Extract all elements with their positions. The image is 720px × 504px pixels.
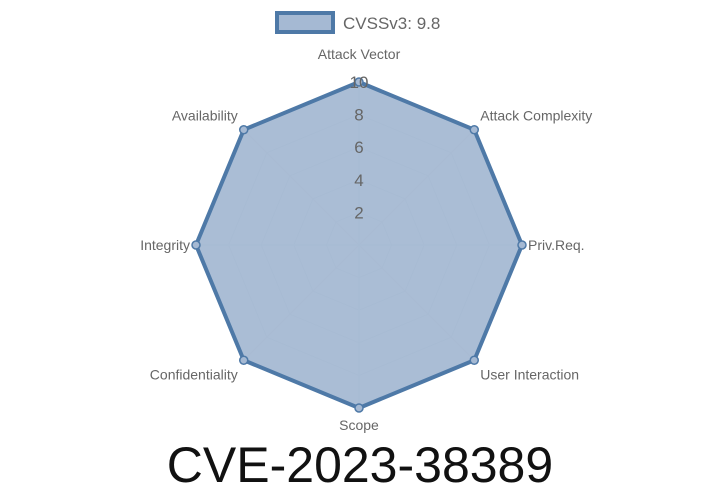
data-point[interactable] <box>238 124 249 135</box>
legend[interactable]: CVSSv3: 9.8 <box>275 11 440 34</box>
data-point[interactable] <box>354 403 364 413</box>
axis-label: User Interaction <box>480 366 579 382</box>
axis-label: Scope <box>339 417 379 433</box>
axis-label: Priv.Req. <box>528 237 585 253</box>
axis-label: Availability <box>172 108 238 124</box>
tick-label: 4 <box>354 171 363 190</box>
axis-label: Integrity <box>140 237 190 253</box>
data-point[interactable] <box>469 355 480 366</box>
legend-label: CVSSv3: 9.8 <box>343 14 440 33</box>
data-point[interactable] <box>517 240 527 250</box>
tick-label: 6 <box>354 138 363 157</box>
tick-label: 8 <box>354 106 363 125</box>
series-layer <box>191 77 527 413</box>
chart-title: CVE-2023-38389 <box>167 437 553 493</box>
data-point[interactable] <box>238 355 249 366</box>
tick-label: 2 <box>354 203 363 222</box>
axis-labels: Attack Vector Attack Complexity Priv.Req. U… <box>140 46 592 433</box>
tick-labels: 2 4 6 8 10 <box>350 73 369 222</box>
data-point[interactable] <box>354 77 364 87</box>
axis-label: Attack Vector <box>318 46 401 62</box>
tick-label: 10 <box>350 73 369 92</box>
axis-label: Attack Complexity <box>480 108 592 124</box>
data-point[interactable] <box>191 240 201 250</box>
axis-label: Confidentiality <box>150 366 238 382</box>
legend-swatch <box>275 11 335 34</box>
data-point[interactable] <box>469 124 480 135</box>
